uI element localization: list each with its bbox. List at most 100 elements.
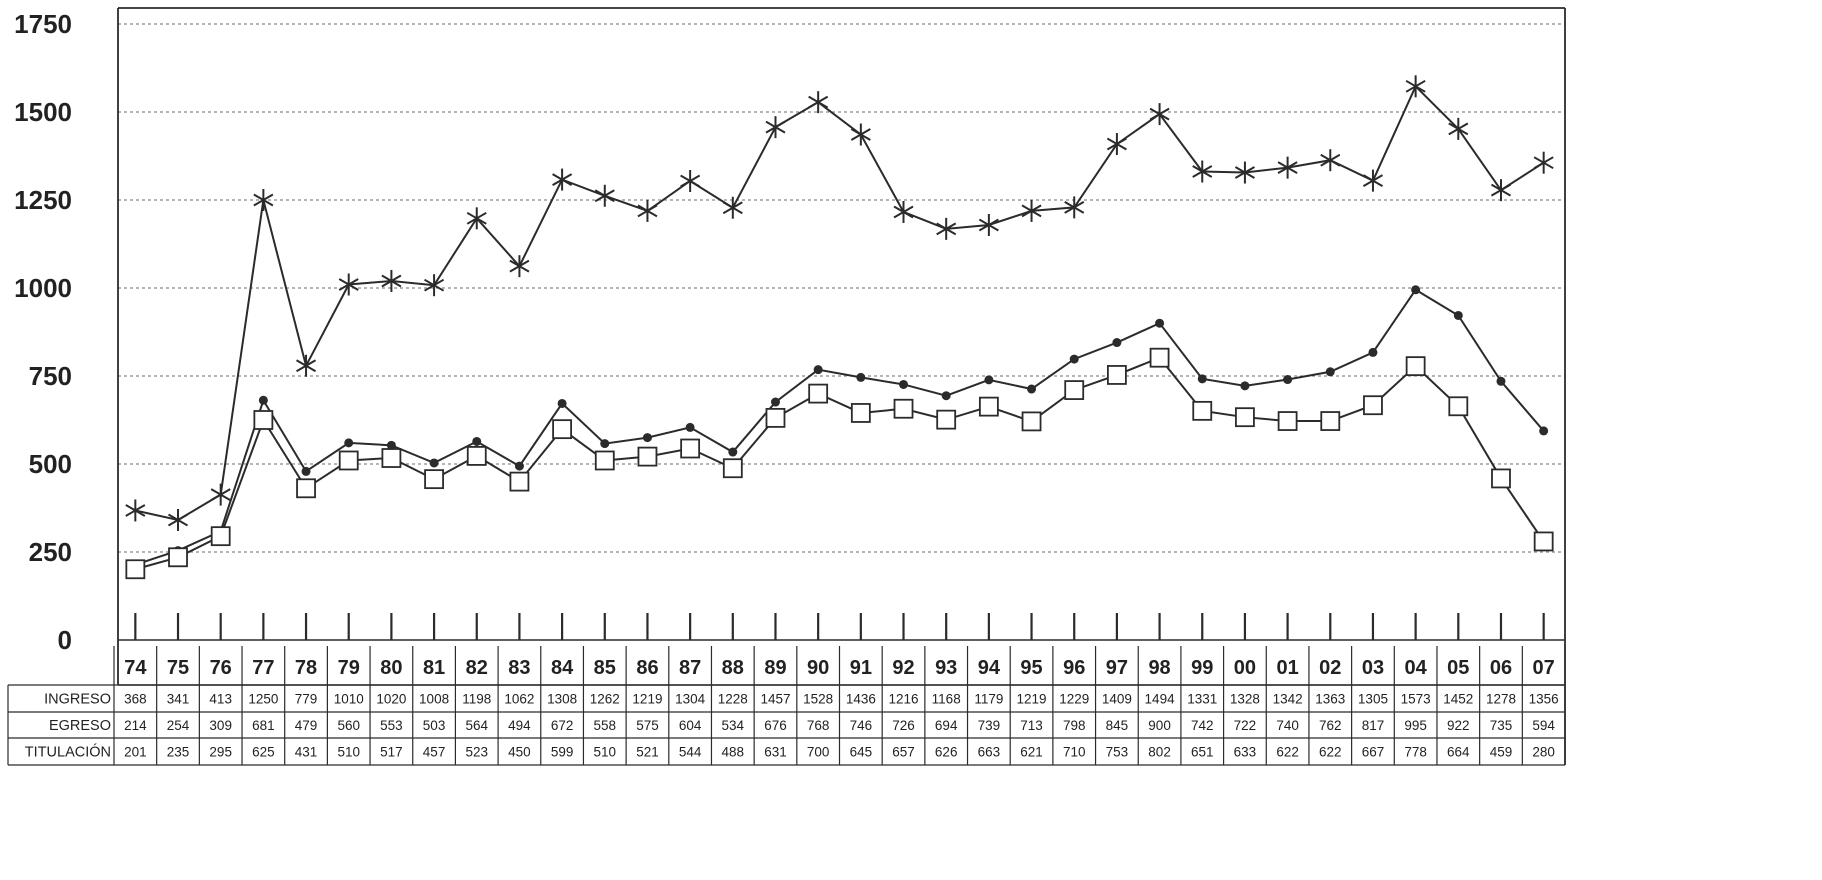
x-tick-label: 89 bbox=[764, 657, 786, 679]
data-point-square bbox=[680, 438, 701, 459]
y-tick-label: 1500 bbox=[14, 97, 72, 127]
data-point-asterisk bbox=[1490, 179, 1512, 202]
data-point-dot bbox=[1325, 367, 1335, 377]
table-cell: 1304 bbox=[675, 692, 706, 707]
table-cell: 802 bbox=[1148, 745, 1171, 760]
table-cell: 510 bbox=[337, 745, 360, 760]
data-point-dot bbox=[1411, 285, 1421, 295]
y-tick-label: 1250 bbox=[14, 185, 72, 215]
data-point-square bbox=[552, 419, 573, 440]
data-point-square bbox=[296, 478, 316, 499]
table-cell: 1020 bbox=[376, 692, 406, 707]
table-cell: 1356 bbox=[1529, 692, 1559, 707]
x-tick-label: 90 bbox=[807, 657, 829, 679]
y-tick-label: 750 bbox=[29, 361, 72, 391]
table-cell: 413 bbox=[209, 692, 232, 707]
table-cell: 1363 bbox=[1315, 692, 1345, 707]
table-cell: 1308 bbox=[547, 692, 577, 707]
table-cell: 663 bbox=[978, 745, 1001, 760]
data-point-asterisk bbox=[808, 91, 829, 114]
data-point-asterisk bbox=[552, 168, 573, 191]
table-cell: 645 bbox=[850, 745, 873, 760]
series-line-asterisk bbox=[135, 84, 1545, 522]
table-cell: 742 bbox=[1191, 718, 1214, 733]
data-point-square bbox=[765, 407, 786, 428]
table-cell: 1457 bbox=[760, 692, 790, 707]
data-point-asterisk bbox=[338, 273, 359, 296]
table-cell: 1228 bbox=[718, 692, 748, 707]
table-cell: 341 bbox=[167, 692, 190, 707]
data-point-dot bbox=[1112, 338, 1122, 348]
data-point-asterisk bbox=[765, 116, 786, 139]
data-point-asterisk bbox=[509, 255, 530, 278]
x-tick-label: 80 bbox=[380, 657, 402, 679]
x-tick-label: 81 bbox=[423, 657, 445, 679]
data-point-asterisk bbox=[1149, 103, 1170, 126]
table-cell: 740 bbox=[1276, 718, 1299, 733]
data-point-asterisk bbox=[594, 184, 615, 207]
y-tick-label: 1750 bbox=[14, 9, 72, 39]
table-cell: 510 bbox=[594, 745, 617, 760]
data-point-square bbox=[1491, 468, 1511, 489]
table-cell: 1436 bbox=[846, 692, 876, 707]
table-cell: 431 bbox=[295, 745, 318, 760]
table-cell: 517 bbox=[380, 745, 403, 760]
table-cell: 845 bbox=[1106, 718, 1129, 733]
x-tick-label: 82 bbox=[466, 657, 488, 679]
table-cell: 560 bbox=[337, 718, 360, 733]
data-point-dot bbox=[429, 458, 439, 468]
table-cell: 1008 bbox=[419, 692, 449, 707]
x-tick-label: 96 bbox=[1063, 657, 1085, 679]
data-point-square bbox=[1533, 531, 1554, 552]
series-markers-square bbox=[125, 347, 1554, 580]
x-tick-label: 99 bbox=[1191, 657, 1213, 679]
x-tick-label: 88 bbox=[722, 657, 744, 679]
table-cell: 214 bbox=[124, 718, 147, 733]
table-cell: 694 bbox=[935, 718, 958, 733]
data-point-dot bbox=[642, 433, 652, 443]
data-point-square bbox=[1064, 380, 1085, 400]
data-point-square bbox=[1405, 356, 1426, 377]
data-point-square bbox=[1277, 411, 1298, 431]
x-tick-label: 75 bbox=[167, 657, 189, 679]
table-cell: 710 bbox=[1063, 745, 1086, 760]
table-cell: 739 bbox=[978, 718, 1001, 733]
data-point-square bbox=[466, 446, 487, 466]
y-axis-tick-labels: 0 250 500 750 1000 1250 1500 1750 bbox=[14, 9, 72, 655]
data-point-asterisk bbox=[381, 269, 402, 292]
table-row-label: EGRESO bbox=[49, 718, 111, 734]
table-cell: 995 bbox=[1404, 718, 1427, 733]
y-tick-label: 500 bbox=[29, 449, 72, 479]
table-cell: 1010 bbox=[334, 692, 364, 707]
table-cell: 450 bbox=[508, 745, 531, 760]
table-cell: 575 bbox=[636, 718, 659, 733]
y-tick-label: 0 bbox=[58, 625, 72, 655]
table-cell: 1216 bbox=[888, 692, 918, 707]
table-cell: 1305 bbox=[1358, 692, 1388, 707]
x-tick-label: 05 bbox=[1447, 657, 1469, 679]
table-cell: 672 bbox=[551, 718, 574, 733]
data-point-dot bbox=[1197, 374, 1207, 384]
data-point-asterisk bbox=[680, 169, 701, 192]
data-point-asterisk bbox=[253, 189, 274, 211]
data-point-asterisk bbox=[722, 196, 743, 219]
data-point-asterisk bbox=[978, 213, 999, 236]
table-cell: 726 bbox=[892, 718, 915, 733]
table-cell: 1262 bbox=[590, 692, 620, 707]
table-cell: 544 bbox=[679, 745, 702, 760]
table-cell: 762 bbox=[1319, 718, 1342, 733]
table-row-label: INGRESO bbox=[44, 692, 111, 708]
data-point-square bbox=[381, 448, 402, 468]
table-cell: 1250 bbox=[248, 692, 278, 707]
data-point-dot bbox=[1496, 376, 1506, 386]
data-point-square bbox=[722, 458, 743, 479]
x-tick-label: 04 bbox=[1405, 657, 1428, 679]
data-point-square bbox=[1106, 365, 1127, 385]
data-point-dot bbox=[685, 422, 695, 432]
table-cell: 564 bbox=[465, 718, 488, 733]
table-cell: 599 bbox=[551, 745, 574, 760]
table-cell: 631 bbox=[764, 745, 787, 760]
data-table: 74 75 76 77 78 79 80 81 82 83 84 85 86 87 88 89 90 91 92 93… bbox=[7, 646, 1566, 766]
data-point-dot bbox=[1240, 381, 1250, 391]
table-cell: 553 bbox=[380, 718, 403, 733]
